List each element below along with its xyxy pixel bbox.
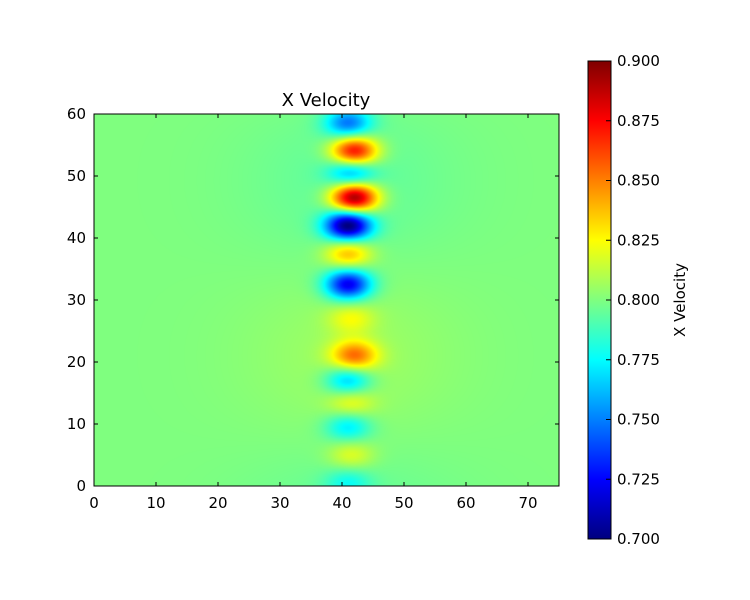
colorbar-tick-label: 0.850 — [617, 172, 660, 190]
x-tick-label: 0 — [89, 494, 99, 512]
y-tick-label: 50 — [67, 167, 86, 185]
heatmap-image — [94, 114, 559, 486]
y-axis: 0 10 20 30 40 50 60 — [67, 105, 559, 495]
y-tick-label: 60 — [67, 105, 86, 123]
colorbar-tick-label: 0.700 — [617, 530, 660, 548]
x-tick-label: 10 — [146, 494, 165, 512]
chart-title: X Velocity — [282, 90, 371, 111]
x-tick-label: 20 — [208, 494, 227, 512]
x-tick-label: 70 — [518, 494, 537, 512]
x-tick-label: 30 — [270, 494, 289, 512]
x-tick-label: 50 — [394, 494, 413, 512]
x-tick-label: 60 — [456, 494, 475, 512]
colorbar-label: X Velocity — [671, 263, 689, 337]
x-tick-label: 40 — [332, 494, 351, 512]
y-tick-label: 10 — [67, 415, 86, 433]
colorbar-tick-label: 0.800 — [617, 291, 660, 309]
colorbar-tick-label: 0.750 — [617, 411, 660, 429]
x-axis: 0 10 20 30 40 50 60 70 — [89, 114, 538, 512]
y-tick-label: 40 — [67, 229, 86, 247]
y-tick-label: 20 — [67, 353, 86, 371]
colorbar-tick-label: 0.875 — [617, 112, 660, 130]
colorbar-tick-label: 0.900 — [617, 52, 660, 70]
y-tick-label: 30 — [67, 291, 86, 309]
y-tick-label: 0 — [76, 477, 86, 495]
colorbar-tick-label: 0.775 — [617, 351, 660, 369]
colorbar-tick-label: 0.725 — [617, 470, 660, 488]
colorbar-axis: 0.700 0.725 0.750 0.775 0.800 0.825 0.850 0.875… — [606, 52, 660, 548]
colorbar-tick-label: 0.825 — [617, 231, 660, 249]
